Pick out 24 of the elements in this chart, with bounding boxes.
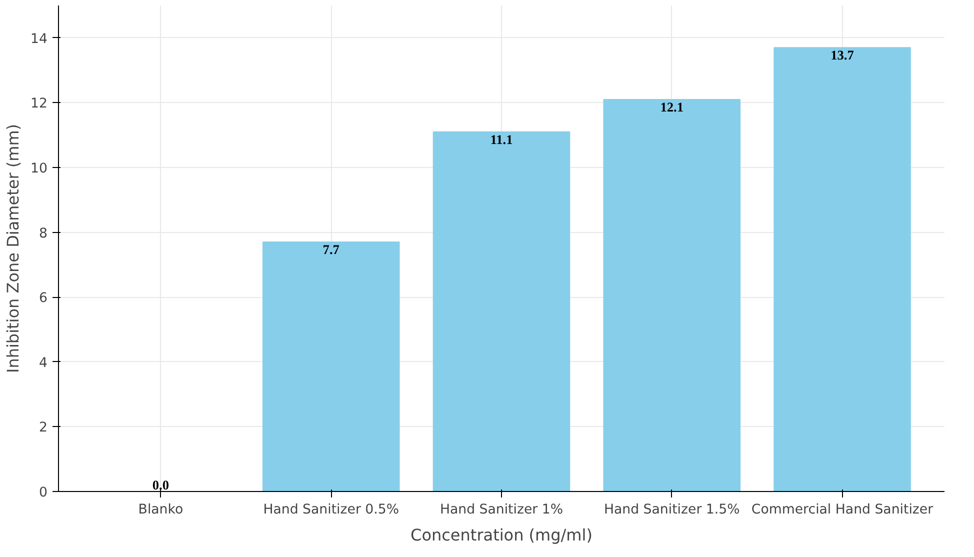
y-tick-label: 2 [39,420,48,436]
x-tick-label: Hand Sanitizer 1% [440,502,564,518]
x-tick-label: Blanko [138,502,184,518]
bar [262,242,400,492]
x-tick-label: Commercial Hand Sanitizer [751,502,934,518]
y-tick-label: 6 [39,291,48,306]
y-axis-title: Inhibition Zone Diameter (mm) [4,124,23,374]
y-tick-label: 4 [39,356,48,371]
data-label: 7.7 [322,242,340,258]
data-label: 0.0 [152,478,170,492]
y-tick-label: 10 [30,162,48,176]
bar [774,47,911,492]
x-axis-title: Concentration (mg/ml) [410,526,592,544]
x-tick-label: Hand Sanitizer 1.5% [604,502,740,518]
y-tick-label: 12 [30,96,48,112]
y-tick-label: 0 [39,486,48,500]
bar [432,131,570,492]
bar [603,98,741,492]
data-label: 11.1 [490,132,513,147]
x-tick-label: Hand Sanitizer 0.5% [263,502,400,518]
y-tick-label: 8 [39,226,48,242]
data-label: 12.1 [660,99,684,114]
y-tick-label: 14 [30,32,48,47]
data-label: 13.7 [830,48,854,63]
